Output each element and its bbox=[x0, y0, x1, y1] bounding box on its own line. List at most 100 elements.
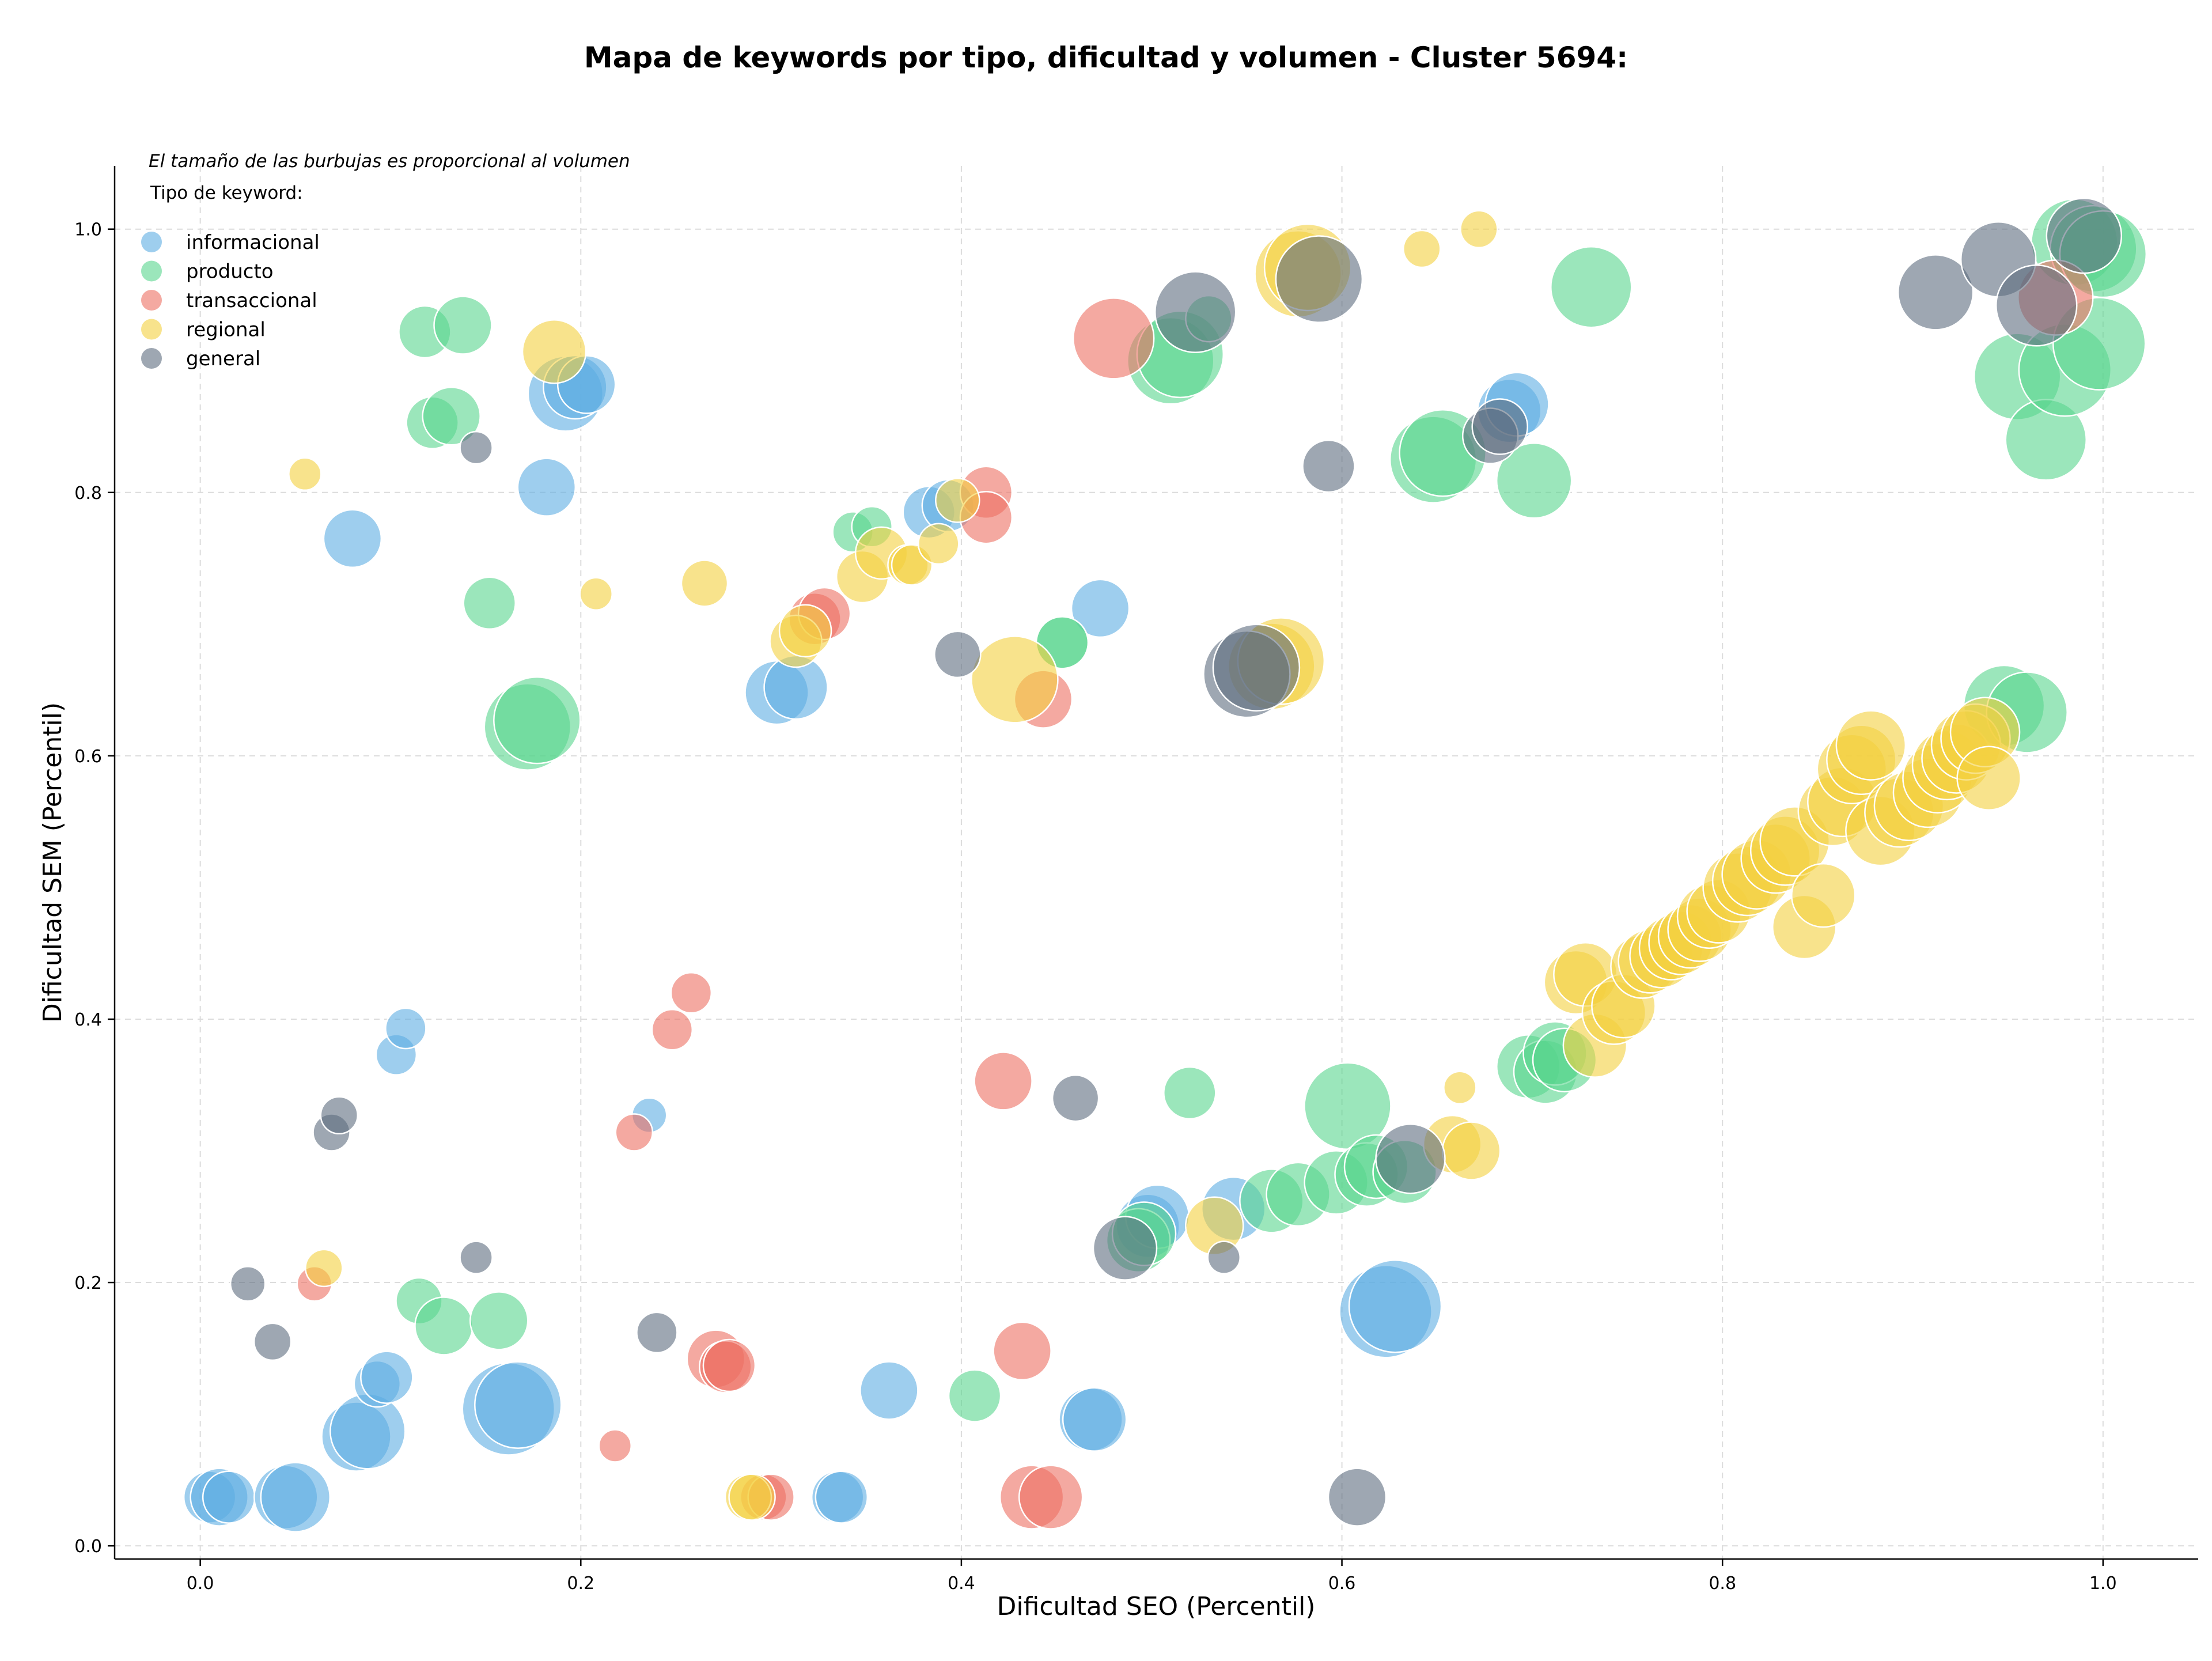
bubble-general bbox=[253, 1322, 292, 1361]
bubble-informacional bbox=[1062, 1387, 1127, 1452]
y-axis-label: Dificultad SEM (Percentil) bbox=[38, 702, 67, 1023]
bubble-producto bbox=[469, 1291, 529, 1350]
bubble-general bbox=[1051, 1074, 1100, 1122]
bubble-informacional bbox=[517, 457, 577, 517]
bubble-general bbox=[229, 1266, 266, 1302]
bubble-transaccional bbox=[974, 1051, 1033, 1111]
bubble-informacional bbox=[474, 1361, 562, 1449]
bubble-general bbox=[459, 430, 493, 465]
x-axis-ticks: 0.0 0.2 0.4 0.6 0.8 1.0 bbox=[187, 1559, 2117, 1594]
bubble-general bbox=[1092, 1216, 1158, 1281]
bubble-transaccional bbox=[615, 1113, 654, 1152]
bubble-producto bbox=[948, 1369, 1002, 1422]
bubble-transaccional bbox=[1072, 297, 1155, 380]
axes bbox=[113, 166, 2198, 1560]
x-tick-label: 1.0 bbox=[2089, 1573, 2117, 1594]
legend-label-regional: regional bbox=[186, 319, 266, 342]
bubble-regional bbox=[1443, 1070, 1477, 1105]
bubble-regional bbox=[1403, 229, 1441, 268]
bubble-transaccional bbox=[651, 1009, 694, 1051]
bubble-general bbox=[1275, 235, 1363, 323]
bubble-general bbox=[1302, 439, 1355, 493]
bubble-general bbox=[320, 1096, 359, 1135]
legend-marker-informacional bbox=[141, 232, 162, 252]
bubble-informacional bbox=[859, 1361, 919, 1420]
bubble-transaccional bbox=[702, 1338, 756, 1393]
bubble-transaccional bbox=[993, 1321, 1052, 1381]
x-tick-label: 0.4 bbox=[948, 1573, 975, 1594]
bubble-general bbox=[459, 1240, 493, 1274]
bubble-informacional bbox=[360, 1350, 414, 1404]
legend: informacional producto transaccional region… bbox=[141, 231, 320, 370]
x-tick-label: 0.0 bbox=[187, 1573, 214, 1594]
bubble-informacional bbox=[260, 1462, 331, 1533]
bubble-regional bbox=[1956, 746, 2021, 811]
bubble-transaccional bbox=[1018, 1465, 1084, 1530]
bubble-producto bbox=[422, 386, 481, 446]
bubble-informacional bbox=[202, 1470, 256, 1524]
bubble-general bbox=[1995, 264, 2078, 347]
bubble-regional bbox=[521, 319, 587, 384]
bubble-regional bbox=[971, 635, 1059, 724]
y-axis-ticks: 0.0 0.2 0.4 0.6 0.8 1.0 bbox=[74, 220, 115, 1557]
bubble-general bbox=[2046, 197, 2123, 274]
bubble-producto bbox=[1495, 442, 1573, 519]
bubble-producto bbox=[463, 576, 516, 630]
legend-label-informacional: informacional bbox=[186, 231, 320, 254]
bubble-general bbox=[1471, 398, 1528, 455]
bubble-general bbox=[636, 1311, 678, 1354]
bubble-regional bbox=[935, 478, 980, 523]
bubble-producto bbox=[493, 676, 581, 765]
y-tick-label: 0.2 bbox=[74, 1273, 102, 1293]
x-tick-label: 0.8 bbox=[1709, 1573, 1736, 1594]
bubble-general bbox=[1327, 1467, 1387, 1527]
legend-label-general: general bbox=[186, 347, 260, 370]
bubble-general bbox=[1154, 271, 1237, 353]
bubble-transaccional bbox=[598, 1429, 632, 1463]
bubble-informacional bbox=[385, 1007, 427, 1050]
bubble-informacional bbox=[323, 509, 382, 569]
bubble-regional bbox=[918, 523, 960, 565]
bubble-regional bbox=[579, 577, 613, 611]
x-axis-label: Dificultad SEO (Percentil) bbox=[997, 1592, 1316, 1621]
bubble-producto bbox=[433, 296, 493, 355]
bubble-regional bbox=[1441, 1121, 1501, 1181]
x-tick-label: 0.6 bbox=[1328, 1573, 1356, 1594]
bubble-general bbox=[934, 630, 982, 679]
legend-title: Tipo de keyword: bbox=[150, 183, 303, 203]
bubble-regional bbox=[728, 1473, 776, 1521]
bubble-regional bbox=[1460, 210, 1498, 248]
y-tick-label: 0.4 bbox=[74, 1010, 102, 1030]
bubble-informacional bbox=[1348, 1259, 1442, 1353]
series-general bbox=[229, 197, 2123, 1527]
bubbles bbox=[183, 197, 2147, 1533]
y-tick-label: 0.6 bbox=[74, 747, 102, 767]
bubble-general bbox=[1375, 1123, 1446, 1194]
bubble-transaccional bbox=[670, 972, 713, 1014]
legend-marker-transaccional bbox=[141, 290, 162, 311]
bubble-size-note: El tamaño de las burbujas es proporciona… bbox=[149, 151, 630, 172]
legend-label-transaccional: transaccional bbox=[186, 289, 317, 312]
bubble-regional bbox=[305, 1248, 343, 1288]
bubble-regional bbox=[1835, 710, 1907, 781]
legend-marker-general bbox=[141, 348, 162, 369]
bubble-informacional bbox=[1070, 578, 1130, 638]
bubble-regional bbox=[778, 604, 832, 658]
bubble-regional bbox=[680, 559, 729, 607]
bubble-producto bbox=[414, 1296, 474, 1356]
bubble-general bbox=[1207, 1240, 1241, 1274]
y-tick-label: 0.8 bbox=[74, 483, 102, 504]
bubble-regional bbox=[1791, 862, 1856, 928]
bubble-producto bbox=[1550, 246, 1633, 328]
series-regional bbox=[288, 210, 2021, 1521]
bubble-general bbox=[1897, 254, 1974, 331]
y-tick-label: 1.0 bbox=[74, 220, 102, 240]
y-tick-label: 0.0 bbox=[74, 1537, 102, 1557]
bubble-informacional bbox=[815, 1470, 869, 1524]
legend-label-producto: producto bbox=[186, 260, 274, 283]
bubble-producto bbox=[1163, 1066, 1217, 1120]
legend-marker-regional bbox=[141, 319, 162, 340]
chart-title: Mapa de keywords por tipo, dificultad y … bbox=[584, 41, 1628, 74]
bubble-regional bbox=[288, 457, 322, 491]
